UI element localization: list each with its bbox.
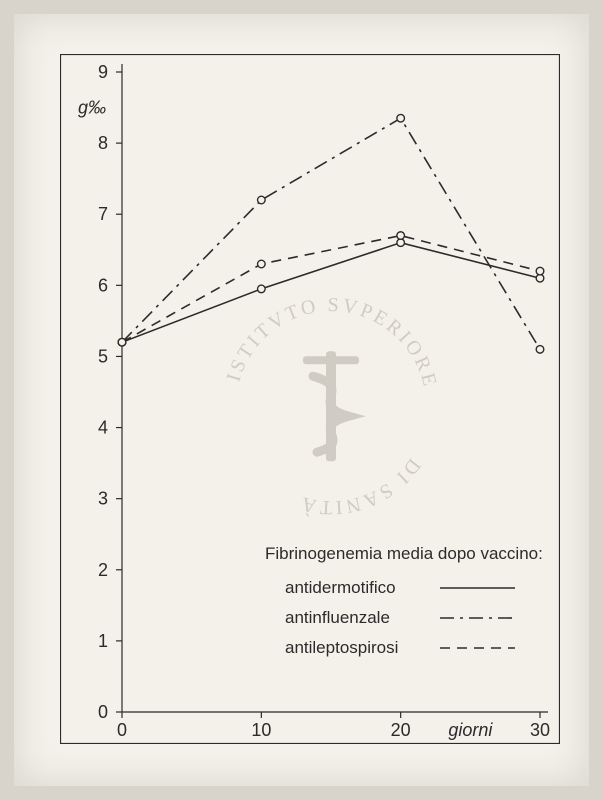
svg-text:3: 3 bbox=[98, 489, 108, 509]
chart-container: ISTITVTO SVPERIOREDI SANITÀ0123456789g‰0… bbox=[60, 54, 560, 744]
svg-text:8: 8 bbox=[98, 133, 108, 153]
svg-text:20: 20 bbox=[391, 720, 411, 740]
svg-text:5: 5 bbox=[98, 346, 108, 366]
svg-text:antileptospirosi: antileptospirosi bbox=[285, 638, 398, 657]
svg-text:6: 6 bbox=[98, 275, 108, 295]
svg-text:10: 10 bbox=[251, 720, 271, 740]
svg-text:giorni: giorni bbox=[448, 720, 493, 740]
line-chart: ISTITVTO SVPERIOREDI SANITÀ0123456789g‰0… bbox=[60, 54, 560, 744]
svg-text:2: 2 bbox=[98, 560, 108, 580]
svg-text:g‰: g‰ bbox=[78, 98, 106, 118]
svg-text:9: 9 bbox=[98, 62, 108, 82]
svg-text:Fibrinogenemia media dopo vacc: Fibrinogenemia media dopo vaccino: bbox=[265, 544, 543, 563]
svg-text:4: 4 bbox=[98, 418, 108, 438]
svg-text:antidermotifico: antidermotifico bbox=[285, 578, 396, 597]
svg-text:30: 30 bbox=[530, 720, 550, 740]
svg-text:0: 0 bbox=[98, 702, 108, 722]
photo-frame: ISTITVTO SVPERIOREDI SANITÀ0123456789g‰0… bbox=[14, 14, 589, 786]
svg-text:0: 0 bbox=[117, 720, 127, 740]
svg-text:DI SANITÀ: DI SANITÀ bbox=[296, 454, 425, 518]
svg-text:1: 1 bbox=[98, 631, 108, 651]
svg-text:7: 7 bbox=[98, 204, 108, 224]
svg-text:antinfluenzale: antinfluenzale bbox=[285, 608, 390, 627]
